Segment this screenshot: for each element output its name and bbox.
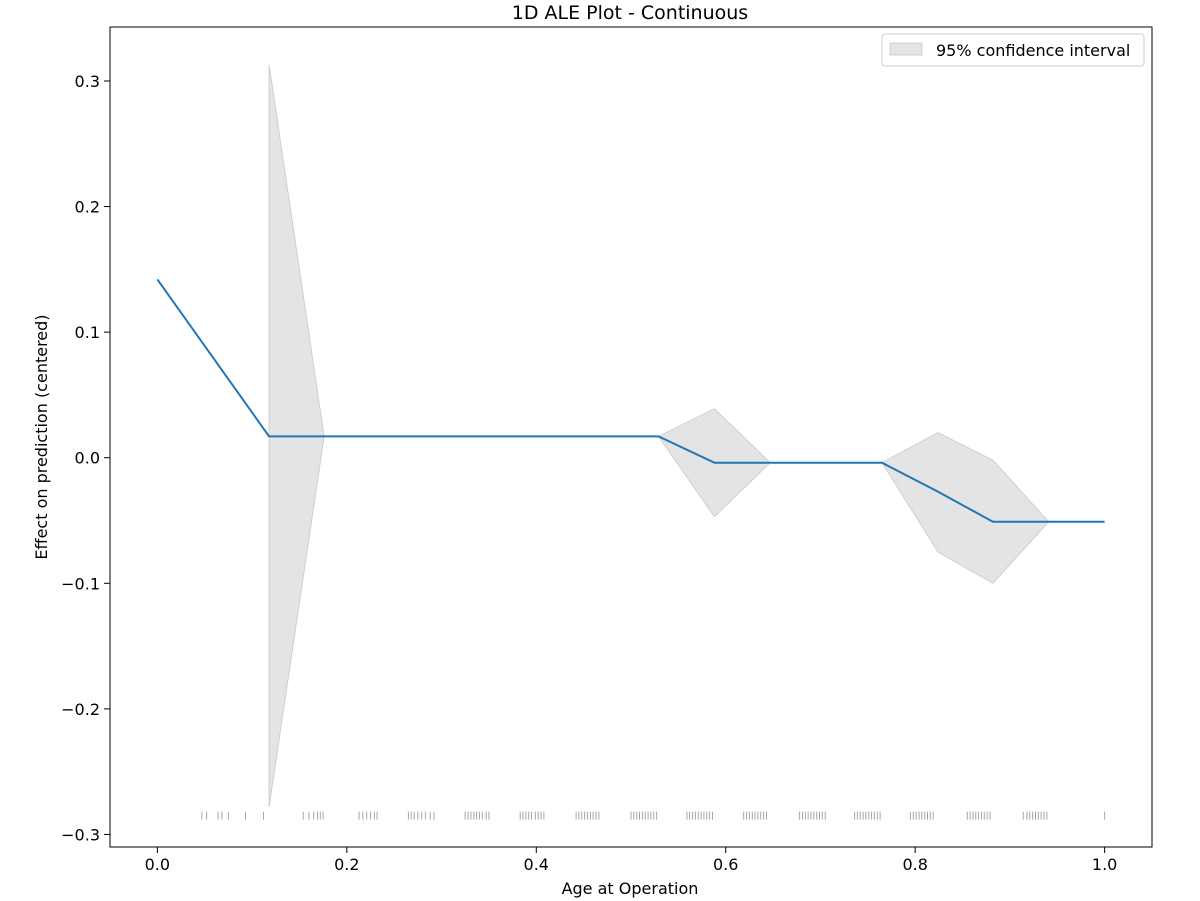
y-tick-label: −0.1 bbox=[61, 574, 100, 593]
x-tick-label: 0.2 bbox=[334, 855, 359, 874]
ale-line-layer bbox=[156, 278, 1105, 523]
legend-swatch bbox=[889, 42, 923, 56]
y-tick-label: 0.2 bbox=[75, 198, 100, 217]
x-tick-label: 1.0 bbox=[1092, 855, 1117, 874]
y-tick-label: 0.3 bbox=[75, 72, 100, 91]
y-axis-title: Effect on prediction (centered) bbox=[32, 314, 51, 559]
rug-layer bbox=[201, 811, 1106, 820]
legend-label: 95% confidence interval bbox=[936, 41, 1130, 60]
y-tick-label: −0.3 bbox=[61, 825, 100, 844]
y-tick-label: 0.0 bbox=[75, 449, 100, 468]
x-tick-label: 0.6 bbox=[713, 855, 738, 874]
x-axis: 0.0 0.2 0.4 0.6 0.8 1.0 bbox=[145, 847, 1117, 874]
legend-box bbox=[881, 33, 1145, 67]
ale-line bbox=[156, 278, 1105, 523]
x-tick-label: 0.4 bbox=[524, 855, 549, 874]
plot-frame bbox=[109, 26, 1153, 848]
x-tick-label: 0.8 bbox=[902, 855, 927, 874]
x-tick-label: 0.0 bbox=[145, 855, 170, 874]
y-axis: 0.3 0.2 0.1 0.0 −0.1 −0.2 −0.3 bbox=[61, 72, 110, 844]
legend: 95% confidence interval bbox=[881, 33, 1145, 67]
y-tick-label: −0.2 bbox=[61, 700, 100, 719]
x-axis-title: Age at Operation bbox=[562, 879, 699, 898]
chart-title: 1D ALE Plot - Continuous bbox=[512, 2, 748, 24]
y-tick-label: 0.1 bbox=[75, 323, 100, 342]
